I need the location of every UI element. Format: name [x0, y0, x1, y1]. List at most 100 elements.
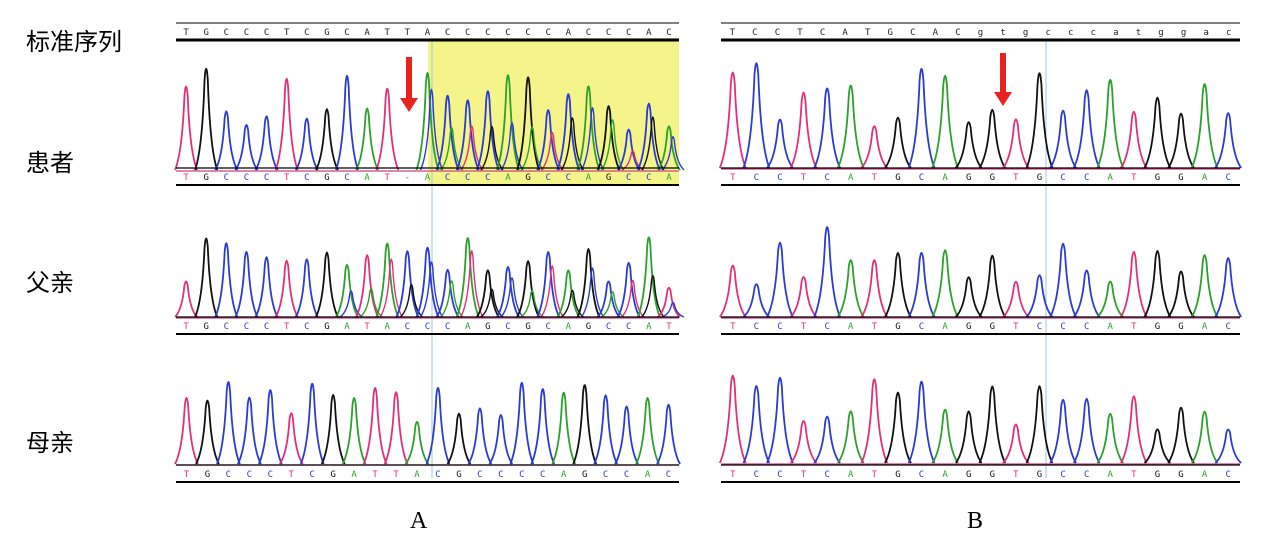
trace-a-patient-secondary-peak: [641, 116, 665, 171]
trace-a-father-peak: [315, 251, 339, 318]
trace-b-father-peak: [1049, 242, 1077, 318]
trace-a-father-secondary-peak: [440, 280, 464, 318]
trace-b-patient-peak: [1025, 72, 1054, 169]
call-bar-a-father-base: G: [485, 322, 490, 332]
call-bar-a-patient-base: G: [525, 173, 530, 183]
trace-b-mother-peak: [978, 385, 1007, 464]
reference-sequence-b-base: a: [1203, 28, 1208, 38]
trace-b-mother-peak: [860, 378, 889, 464]
trace-a-father-peak: [194, 237, 219, 318]
trace-a-father-peak: [435, 268, 460, 318]
trace-b-father-peak: [789, 275, 818, 318]
call-bar-b-mother-base: C: [1225, 470, 1230, 480]
trace-b-father-peak: [813, 226, 841, 318]
call-bar-a-mother-base: C: [666, 470, 671, 480]
trace-a-patient-peak: [214, 110, 239, 171]
panel-a-label: A: [410, 508, 428, 534]
call-bar-b-patient-base: T: [1013, 173, 1019, 183]
call-bar-b-patient-base: T: [730, 173, 736, 183]
call-bar-b-mother-base: A: [942, 470, 948, 480]
call-bar-a-patient-base: C: [264, 173, 269, 183]
reference-sequence-b-base: g: [1158, 28, 1163, 38]
call-bar-b-patient-base: T: [801, 173, 807, 183]
call-bar-a-mother-base: G: [330, 470, 335, 480]
trace-b-father-peak: [1096, 280, 1124, 318]
call-bar-a-father-base: A: [646, 322, 652, 332]
call-bar-b-patient-base: C: [919, 173, 924, 183]
trace-b-mother-peak: [1096, 412, 1124, 464]
call-bar-a-patient-base: C: [244, 173, 249, 183]
call-bar-a-patient-base: A: [586, 173, 592, 183]
trace-a-patient-peak: [576, 85, 601, 171]
call-bar-b-father-base: T: [730, 322, 736, 332]
call-bar-a-patient-base: C: [445, 173, 450, 183]
trace-b-patient-peak: [813, 87, 841, 169]
trace-a-father-peak: [355, 254, 380, 318]
reference-sequence-a-base: T: [183, 28, 189, 38]
mutation-arrow-b-head: [994, 92, 1012, 106]
call-bar-b-patient-base: G: [1178, 173, 1183, 183]
call-bar-a-father-base: T: [666, 322, 672, 332]
call-bar-a-father-base: T: [284, 322, 290, 332]
call-bar-a-patient-base: T: [183, 173, 189, 183]
trace-a-mother-peak: [488, 414, 514, 465]
reference-sequence-a-base: C: [465, 28, 470, 38]
trace-a-father-secondary-peak: [560, 289, 584, 318]
panel-b-label: B: [967, 508, 984, 534]
call-bar-b-patient-base: C: [1225, 173, 1230, 183]
reference-sequence-b-base: g: [1181, 28, 1186, 38]
call-bar-a-mother-base: C: [268, 470, 273, 480]
trace-a-father-secondary-peak: [419, 261, 444, 318]
trace-b-patient-peak: [884, 116, 912, 169]
call-bar-b-father-base: C: [1084, 322, 1089, 332]
trace-b-father-peak: [1190, 254, 1219, 318]
call-bar-a-father-base: C: [244, 322, 249, 332]
trace-b-father-peak: [955, 276, 983, 318]
trace-a-mother-peak: [446, 412, 472, 465]
call-bar-a-patient-base: A: [364, 173, 370, 183]
trace-a-patient-peak: [475, 90, 500, 171]
trace-a-patient-secondary-peak: [500, 122, 524, 171]
trace-b-father-peak: [1143, 250, 1172, 318]
trace-b-father-peak: [742, 283, 770, 318]
call-bar-a-father-base: C: [626, 322, 631, 332]
row-label-mother: 母亲: [26, 429, 74, 457]
trace-a-patient-peak: [455, 99, 480, 171]
call-bar-b-mother-base: C: [754, 470, 759, 480]
trace-b-father-peak: [1002, 280, 1030, 318]
call-bar-a-father-base: A: [465, 322, 471, 332]
row-label-patient: 患者: [26, 149, 74, 177]
call-bar-a-mother-base: A: [351, 470, 357, 480]
reference-sequence-a-base: C: [445, 28, 450, 38]
call-bar-b-patient-base: G: [1155, 173, 1160, 183]
trace-b-father-peak: [1025, 274, 1054, 318]
call-bar-b-mother-base: C: [777, 470, 782, 480]
call-bar-b-patient-base: G: [1037, 173, 1042, 183]
call-bar-a-patient-base: C: [485, 173, 490, 183]
trace-a-father-secondary-peak: [540, 265, 564, 318]
trace-a-mother-peak: [656, 403, 681, 465]
trace-b-father-peak: [1214, 257, 1242, 318]
call-bar-b-mother-base: T: [730, 470, 736, 480]
reference-sequence-a-base: C: [505, 28, 510, 38]
reference-sequence-a-base: A: [364, 28, 370, 38]
reference-sequence-b-base: T: [730, 28, 736, 38]
trace-a-patient-peak: [234, 123, 259, 171]
trace-b-mother-peak: [837, 410, 865, 464]
call-bar-b-patient-base: A: [942, 173, 948, 183]
call-bar-b-mother-base: C: [919, 470, 924, 480]
trace-a-mother-peak: [404, 420, 430, 465]
reference-sequence-b-base: C: [910, 28, 915, 38]
call-bar-a-mother-base: T: [184, 470, 190, 480]
reference-sequence-b-base: a: [1113, 28, 1118, 38]
trace-a-patient-peak: [315, 108, 339, 171]
call-bar-a-patient-base: -: [405, 173, 410, 183]
trace-a-patient-peak: [254, 115, 279, 171]
trace-a-father-secondary-peak: [520, 290, 544, 318]
reference-sequence-a-base: C: [626, 28, 631, 38]
reference-sequence-a-base: C: [244, 28, 249, 38]
call-bar-a-patient-base: A: [666, 173, 672, 183]
trace-a-patient-peak: [274, 77, 299, 171]
call-bar-a-patient-base: C: [465, 173, 470, 183]
trace-b-mother-peak: [813, 415, 841, 464]
